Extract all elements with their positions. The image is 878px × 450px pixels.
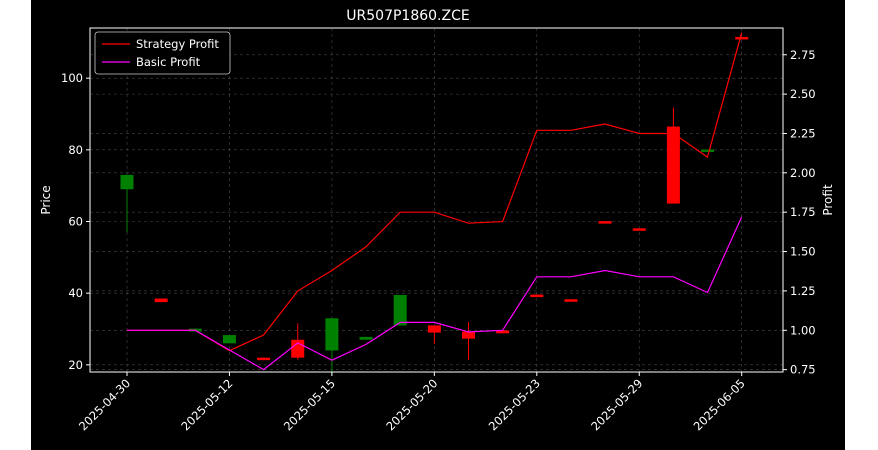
candle-10 [462,321,475,361]
candle-3 [222,335,236,344]
tick-label-x-3: 2025-05-20 [383,376,440,433]
chart-svg: 20 40 60 80 100 0.75 1.00 1.25 1.50 1.75 2.00 2.25… [39,8,835,433]
tick-label-right-1: 1.00 [790,323,816,337]
legend-label-strategy: Strategy Profit [136,37,219,51]
series-line-strategy-profit [127,32,743,352]
chart-stage: 20 40 60 80 100 0.75 1.00 1.25 1.50 1.75 2.00 2.25… [31,0,845,450]
tick-label-x-1: 2025-05-12 [178,376,235,433]
candle-body-12 [530,294,544,298]
candle-body-4 [257,357,271,361]
tick-label-right-3: 1.50 [790,245,816,259]
tick-label-right-6: 2.25 [790,126,816,140]
candle-11 [496,330,510,334]
candles [120,36,749,376]
tick-label-right-2: 1.25 [790,284,816,298]
tick-label-x-6: 2025-06-05 [691,376,748,433]
legend-box [94,31,231,75]
candle-6 [325,318,339,376]
tick-label-left-0: 20 [68,358,83,372]
candle-4 [257,357,271,361]
candle-body-0 [120,174,134,190]
candle-18 [735,36,749,40]
candle-17 [701,149,715,152]
y-axis-label-right: Profit [821,184,835,216]
candle-body-17 [701,149,715,152]
series-line-basic-profit [127,216,743,371]
candle-body-16 [666,126,680,204]
tick-label-right-7: 2.50 [790,87,816,101]
candle-13 [564,299,578,302]
grid-lines [90,28,783,372]
candle-body-3 [222,335,236,344]
candle-body-8 [393,294,407,326]
tick-label-left-2: 60 [68,215,83,229]
candle-16 [666,107,680,204]
candle-5 [291,323,305,360]
candle-body-6 [325,318,339,351]
legend-label-basic: Basic Profit [136,55,201,69]
candle-body-9 [427,325,441,333]
right-y-ticks: 0.75 1.00 1.25 1.50 1.75 2.00 2.25 2.50 2.75 [783,48,816,377]
y-axis-label-left: Price [39,185,53,214]
tick-label-x-5: 2025-05-29 [588,376,645,433]
candle-body-10 [462,331,475,339]
candle-14 [598,221,612,224]
x-ticks: 2025-04-30 2025-05-12 2025-05-15 2025-05-20… [76,372,748,433]
tick-label-left-1: 40 [68,286,83,300]
tick-label-x-2: 2025-05-15 [281,376,338,433]
tick-label-x-4: 2025-05-23 [486,376,543,433]
profit-lines [127,32,743,371]
candle-0 [120,174,134,233]
tick-label-right-5: 2.00 [790,166,816,180]
left-y-ticks: 20 40 60 80 100 [61,71,90,372]
candle-body-13 [564,299,578,302]
candle-body-7 [359,336,373,340]
tick-label-left-3: 80 [68,143,83,157]
tick-label-right-4: 1.75 [790,205,816,219]
candle-body-14 [598,221,612,224]
plot-frame [89,27,784,373]
tick-label-right-8: 2.75 [790,48,816,62]
candle-body-18 [735,36,749,40]
candle-15 [632,228,646,231]
chart-title: UR507P1860.ZCE [346,8,469,24]
candle-body-1 [154,298,168,303]
tick-label-left-4: 100 [61,71,83,85]
candle-7 [359,336,373,340]
candle-12 [530,294,544,298]
candle-body-15 [632,228,646,231]
candle-body-11 [496,330,510,334]
legend: Strategy Profit Basic Profit [94,31,231,75]
tick-label-right-0: 0.75 [790,363,816,377]
candle-1 [154,298,168,303]
candle-9 [427,325,441,345]
candle-8 [393,294,407,326]
tick-label-x-0: 2025-04-30 [76,376,133,433]
